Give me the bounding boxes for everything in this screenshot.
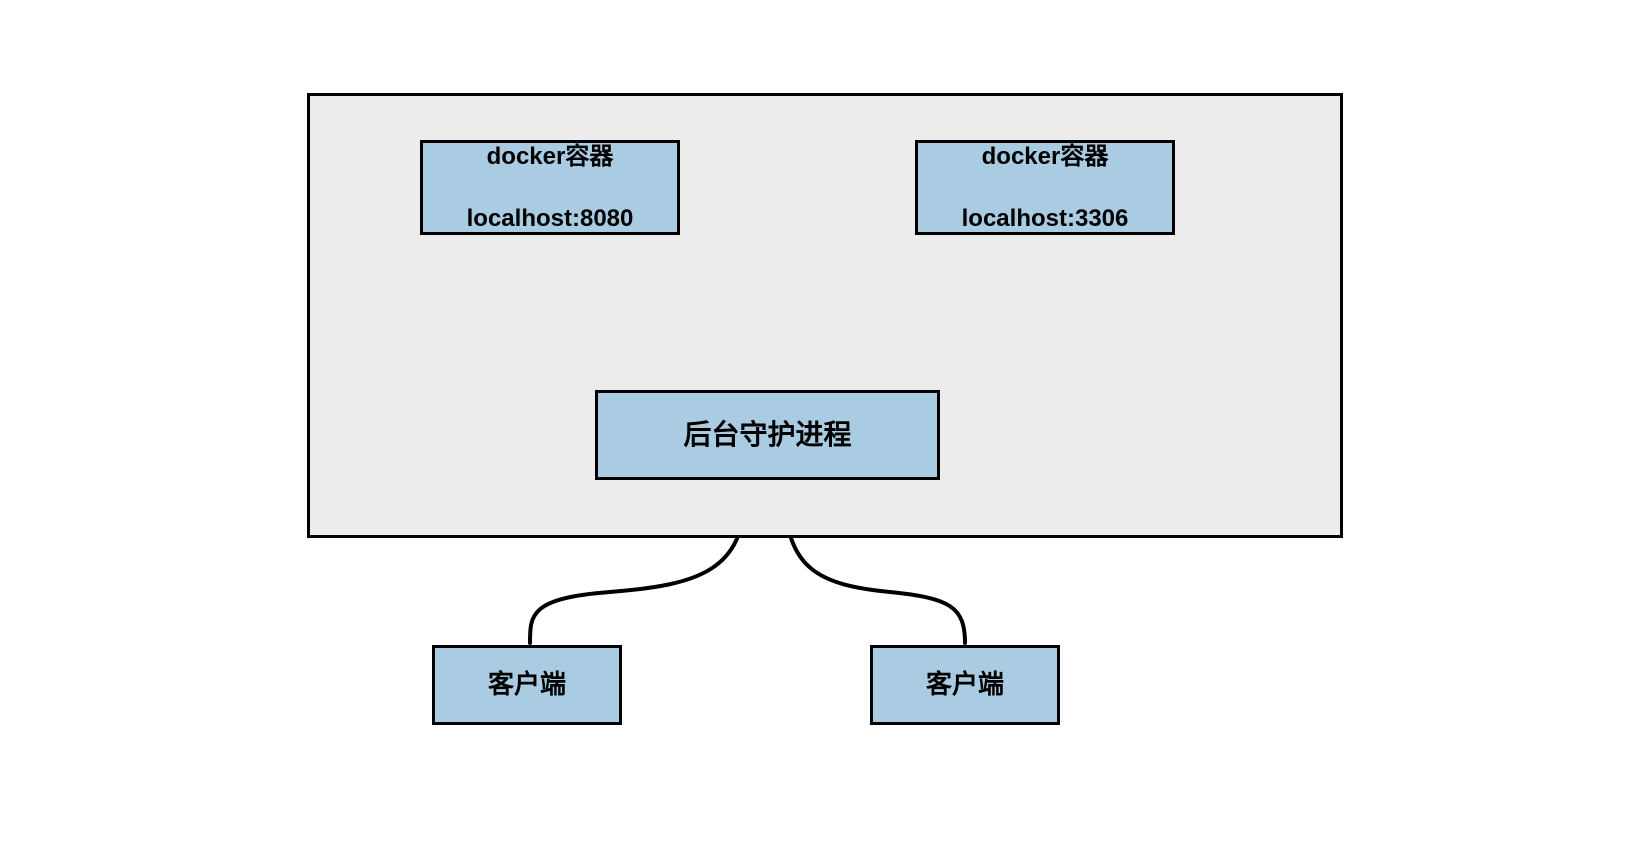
client2-label: 客户端 (926, 668, 1004, 702)
docker2-addr: localhost:3306 (962, 203, 1129, 234)
diagram-canvas: docker容器 localhost:8080 docker容器 localho… (0, 0, 1648, 864)
docker1-title: docker容器 (467, 141, 634, 172)
daemon-label: 后台守护进程 (683, 417, 851, 453)
daemon-process: 后台守护进程 (595, 390, 940, 480)
client-1: 客户端 (432, 645, 622, 725)
docker-container-2: docker容器 localhost:3306 (915, 140, 1175, 235)
docker2-title: docker容器 (962, 141, 1129, 172)
docker-container-1: docker容器 localhost:8080 (420, 140, 680, 235)
client1-label: 客户端 (488, 668, 566, 702)
docker1-addr: localhost:8080 (467, 203, 634, 234)
client-2: 客户端 (870, 645, 1060, 725)
